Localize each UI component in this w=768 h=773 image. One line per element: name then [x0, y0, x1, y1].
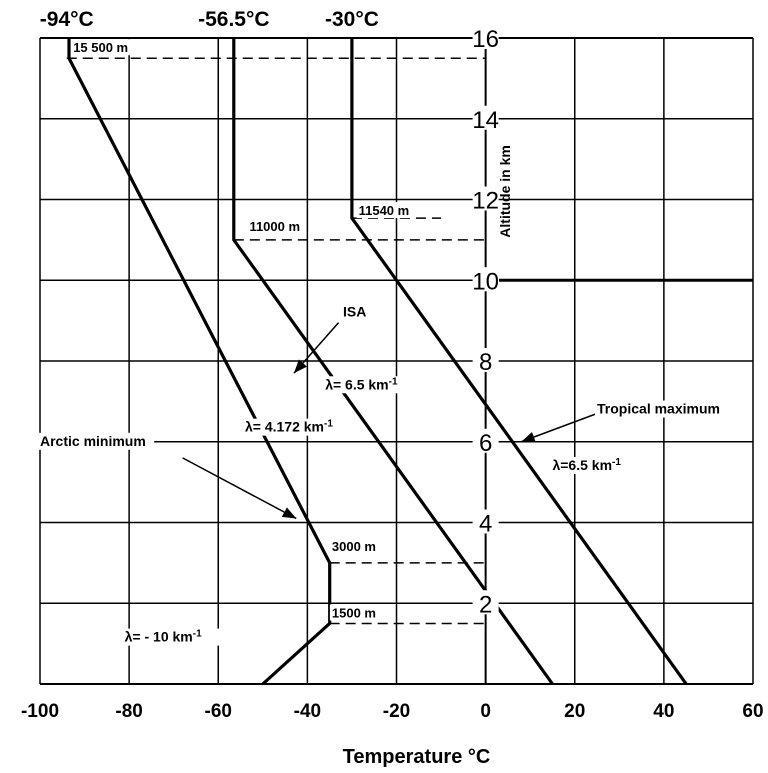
reference-label-bg: [329, 604, 380, 621]
grid-lines: [39, 37, 754, 685]
x-tick-label: 0: [480, 701, 491, 722]
y-tick-label: 16: [472, 26, 499, 53]
x-tick-label: 60: [742, 701, 763, 722]
annotation-label: Tropical maximum: [597, 400, 720, 416]
y-tick-label: 6: [479, 430, 492, 457]
annotation-arrow: [521, 412, 598, 443]
annotation-label: ISA: [343, 304, 366, 320]
reference-lines: [66, 57, 486, 625]
y-tick-label: 2: [479, 591, 492, 618]
y-tick-bg: [472, 509, 499, 534]
x-tick-label: -100: [21, 701, 59, 722]
y-tick-bg: [472, 105, 499, 130]
reference-label-bg: [356, 202, 415, 219]
x-tick-label: 20: [564, 701, 585, 722]
annotation-bg: [595, 400, 728, 418]
y-tick-label: 14: [472, 107, 499, 134]
reference-label-bg: [247, 217, 305, 234]
series-lines: [67, 38, 688, 686]
y-tick-label: 12: [472, 188, 499, 215]
chart-labels: -100 -80 -60 -40 -20 0 20 40 60 2 4 6 8 10 12 14 16 -94°C…: [21, 8, 764, 722]
reference-label: 11540 m: [359, 203, 410, 218]
reference-label: 1500 m: [332, 605, 376, 620]
series-line-isa: [232, 38, 554, 685]
y-tick-bg: [472, 348, 499, 372]
x-tick-label: -60: [205, 701, 232, 722]
y-tick-label: 4: [479, 511, 492, 538]
annotation-bg: [341, 303, 366, 321]
top-temperature-label: -30°C: [325, 8, 379, 31]
top-temperature-label: -56.5°C: [198, 8, 269, 31]
annotation-label: λ= 4.172 km-1: [245, 418, 333, 435]
y-tick-bg: [472, 25, 499, 49]
annotation-bg: [323, 376, 415, 394]
annotation-arrow: [182, 457, 297, 520]
reference-label: 3000 m: [332, 539, 376, 554]
top-temperature-label: -94°C: [40, 8, 94, 31]
annotation-bg: [122, 628, 223, 646]
annotation-bg: [550, 457, 634, 475]
x-tick-label: 40: [653, 701, 674, 722]
reference-label: 15 500 m: [73, 40, 128, 55]
y-tick-bg: [472, 267, 499, 292]
x-tick-label: -40: [294, 701, 321, 722]
y-tick-label: 10: [472, 268, 499, 295]
y-tick-bg: [472, 590, 499, 615]
x-axis-title: Temperature °C: [343, 746, 491, 768]
reference-label-bg: [329, 537, 380, 554]
reference-label: 11000 m: [249, 219, 300, 234]
annotation-label: Arctic minimum: [40, 433, 146, 449]
series-line-tropical-maximum: [350, 38, 688, 685]
annotation-label: λ= - 10 km-1: [125, 628, 202, 645]
x-tick-label: -20: [383, 701, 410, 722]
annotation-label: λ=6.5 km-1: [552, 457, 621, 474]
annotation-bg: [242, 418, 351, 436]
annotation-arrow: [293, 322, 340, 374]
y-axis-title: Altitude in km: [497, 145, 513, 238]
y-tick-bg: [472, 428, 499, 453]
annotation-bg: [38, 432, 155, 450]
series-line-arctic-minimum: [67, 38, 332, 686]
annotation-arrows: [182, 322, 598, 520]
x-tick-label: -80: [115, 701, 142, 722]
annotation-label: λ= 6.5 km-1: [325, 376, 398, 393]
y-tick-label: 8: [479, 349, 492, 376]
y-tick-bg: [472, 186, 499, 211]
reference-label-bg: [71, 39, 137, 56]
